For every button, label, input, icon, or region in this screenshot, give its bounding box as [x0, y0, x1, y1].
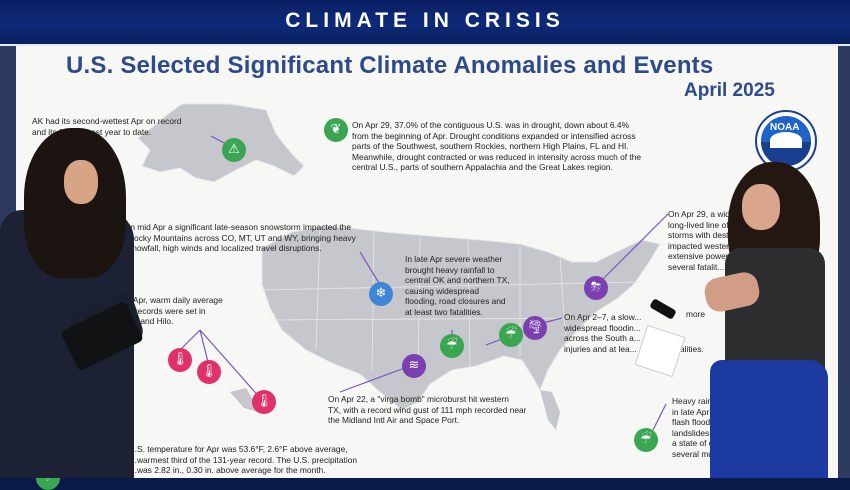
presenter-left-face	[64, 160, 98, 204]
wind-icon: ≋	[402, 354, 426, 378]
thermometer-icon: 🌡	[168, 348, 192, 372]
texas-rain-annotation: In late Apr severe weather brought heavy…	[405, 254, 535, 318]
annotation-line: ...lulu and Hilo.	[118, 316, 174, 327]
annotation-line: On Apr 22, a "virga bomb" microburst hit…	[328, 394, 509, 404]
annotation-line: at least two fatalities.	[405, 306, 483, 317]
virga-annotation: On Apr 22, a "virga bomb" microburst hit…	[328, 394, 608, 426]
annotation-line: extensive power	[668, 251, 729, 262]
alaska-shape	[137, 103, 305, 183]
rain-icon: ☔	[440, 334, 464, 358]
annotation-line: central U.S., parts of southern Appalach…	[352, 162, 613, 173]
annotation-line: across the South a...	[564, 333, 641, 344]
annotation-line: in late Apr a...	[672, 406, 724, 417]
annotation-line: On Apr 29, a wide...	[668, 209, 742, 219]
warning-icon: ⚠	[222, 138, 246, 162]
east-storm-annotation: On Apr 29, a wide... long-lived line of …	[668, 209, 748, 273]
annotation-line: injuries and at lea...	[564, 343, 637, 354]
annotation-line: On Apr 2–7, a slow...	[564, 312, 642, 322]
florida-shape	[540, 390, 560, 430]
rain-icon: ☔	[634, 428, 658, 452]
annotation-line: ...was 2.82 in., 0.30 in. above average …	[130, 465, 326, 476]
annotation-line: AK had its second-wettest Apr on record	[32, 116, 182, 126]
south-flood-annotation: On Apr 2–7, a slow... widespread floodin…	[564, 312, 654, 354]
conus-shape	[261, 225, 661, 411]
annotation-line: the Midland Intl Air and Space Port.	[328, 415, 460, 426]
annotation-line: In late Apr severe weather	[405, 254, 503, 264]
drought-annotation: On Apr 29, 37.0% of the contiguous U.S. …	[352, 120, 732, 173]
annotation-line: impacted wester...	[668, 240, 736, 251]
broadcast-banner: CLIMATE IN CRISIS	[0, 0, 850, 46]
tornado-icon: 🌪	[523, 316, 547, 340]
annotation-line: long-lived line of	[668, 219, 729, 230]
annotation-line: snowfall, high winds and localized trave…	[128, 243, 322, 254]
annotation-line: causing widespread	[405, 285, 480, 296]
annotation-line: a state of e...	[672, 438, 721, 449]
banner-title: CLIMATE IN CRISIS	[285, 9, 565, 32]
presenter-right-skirt	[710, 360, 828, 478]
annotation-line: flooding, road closures and	[405, 296, 506, 307]
annotation-line: Meanwhile, drought contracted or was red…	[352, 151, 642, 162]
annotation-line: TX, with a record wind gust of 111 mph r…	[328, 404, 527, 415]
noaa-logo-gull	[770, 132, 802, 148]
annotation-line: Heavy rain fe...	[672, 396, 729, 406]
drought-plant-icon: ❦	[324, 118, 348, 142]
annotation-line: In mid Apr a significant late-season sno…	[128, 222, 351, 232]
annotation-line: ...S. temperature for Apr was 53.6°F, 2.…	[130, 444, 348, 454]
annotation-line: widespread floodin...	[564, 322, 641, 333]
annotation-line: central OK and northern TX,	[405, 275, 510, 286]
fragment-fatalities: ...alities.	[673, 344, 704, 354]
southeast-rain-annotation: Heavy rain fe... in late Apr a... flash …	[672, 396, 732, 460]
annotation-line: Rocky Mountains across CO, MT, UT and WY…	[128, 232, 356, 243]
annotation-line: storms with dest...	[668, 230, 736, 241]
annotation-line: from the beginning of Apr. Drought condi…	[352, 130, 636, 141]
us-map	[137, 103, 669, 431]
snowflake-icon: ❄	[369, 282, 393, 306]
board-subtitle: April 2025	[684, 80, 775, 101]
noaa-logo-text: NOAA	[770, 122, 800, 133]
board-title: U.S. Selected Significant Climate Anomal…	[66, 52, 714, 79]
hawaii-annotation: ...ly Apr, warm daily average ...re reco…	[118, 295, 238, 327]
thermometer-icon: 🌡	[252, 390, 276, 414]
annotation-line: several fatalit...	[668, 261, 725, 272]
annotation-line: On Apr 29, 37.0% of the contiguous U.S. …	[352, 120, 630, 130]
presenter-right-face	[742, 184, 780, 230]
annotation-line: parts of the Southwest, southern Rockies…	[352, 141, 629, 152]
rain-icon: ☔	[499, 323, 523, 347]
thermometer-icon: 🌡	[197, 360, 221, 384]
annotation-line: ...re records were set in	[118, 305, 206, 316]
annotation-line: flash floodin...	[672, 417, 724, 428]
state-borders	[261, 229, 641, 381]
fragment-more: more	[686, 309, 706, 319]
annotation-line: landslides t...	[672, 427, 721, 438]
annotation-line: ...warmest third of the 131-year record.…	[130, 454, 358, 465]
annotation-line: ...ly Apr, warm daily average	[118, 295, 223, 305]
annotation-line: several mu...	[672, 448, 720, 459]
thunderstorm-icon: ⛈	[584, 276, 608, 300]
temperature-annotation: ...S. temperature for Apr was 53.6°F, 2.…	[130, 444, 420, 476]
annotation-line: brought heavy rainfall to	[405, 264, 495, 275]
snowstorm-annotation: In mid Apr a significant late-season sno…	[128, 222, 398, 254]
